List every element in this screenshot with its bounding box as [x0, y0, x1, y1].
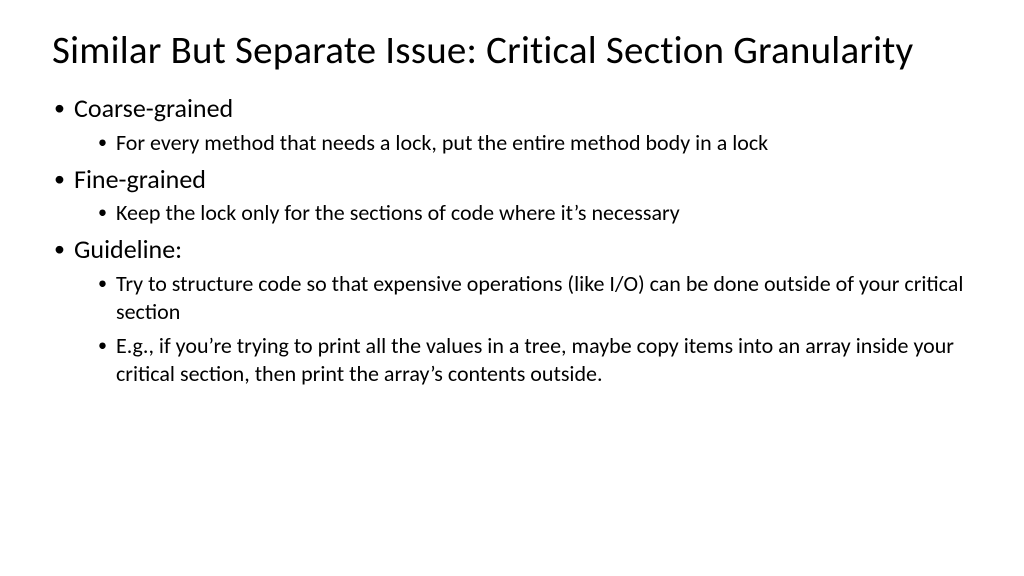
- sub-list: For every method that needs a lock, put …: [74, 129, 972, 157]
- list-item: Keep the lock only for the sections of c…: [74, 199, 972, 227]
- sub-list: Keep the lock only for the sections of c…: [74, 199, 972, 227]
- bullet-text: Coarse-grained: [74, 92, 233, 124]
- bullet-list: Coarse-grained For every method that nee…: [52, 92, 972, 388]
- sub-list: Try to structure code so that expensive …: [74, 270, 972, 389]
- bullet-text: Guideline:: [74, 233, 182, 265]
- slide-title: Similar But Separate Issue: Critical Sec…: [52, 28, 972, 74]
- slide: Similar But Separate Issue: Critical Sec…: [0, 0, 1024, 576]
- list-item: E.g., if you’re trying to print all the …: [74, 332, 972, 388]
- bullet-text: Fine-grained: [74, 163, 206, 195]
- list-item: Try to structure code so that expensive …: [74, 270, 972, 326]
- list-item: Fine-grained Keep the lock only for the …: [52, 163, 972, 228]
- list-item: Coarse-grained For every method that nee…: [52, 92, 972, 157]
- list-item: Guideline: Try to structure code so that…: [52, 233, 972, 388]
- list-item: For every method that needs a lock, put …: [74, 129, 972, 157]
